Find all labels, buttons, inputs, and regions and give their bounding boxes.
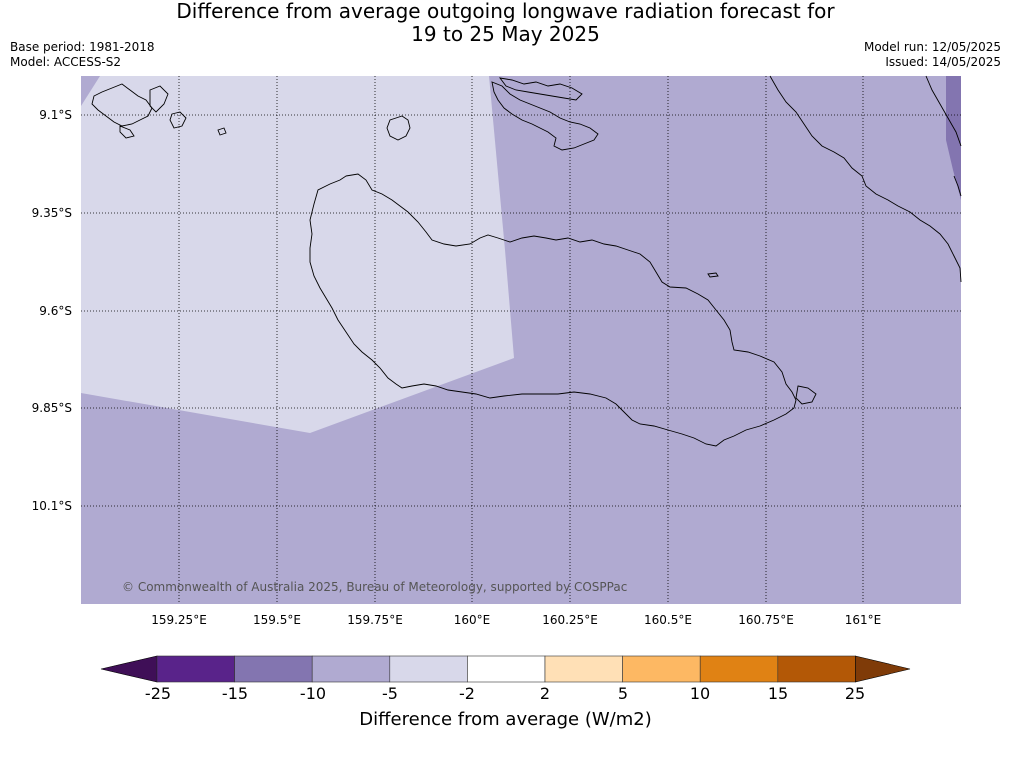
lat-label: 9.35°S xyxy=(31,206,72,220)
lon-label: 159.25°E xyxy=(151,613,207,627)
colorbar-title: Difference from average (W/m2) xyxy=(359,709,652,730)
map-title: Difference from average outgoing longwav… xyxy=(0,0,1011,46)
colorbar-tick-label: 15 xyxy=(767,684,789,703)
coastline-islet-2 xyxy=(217,127,227,136)
colorbar-tick-label: 2 xyxy=(539,684,551,703)
coastline-russell-2 xyxy=(149,85,169,113)
coastline-malaita-south xyxy=(953,175,962,197)
colorbar-swatch xyxy=(699,655,779,683)
anomaly-fill-light xyxy=(81,76,514,433)
coastline-islet-1 xyxy=(119,125,135,139)
colorbar-tick-label: -10 xyxy=(299,684,327,703)
colorbar-tick-label: -5 xyxy=(382,684,398,703)
coastline-savo xyxy=(386,115,411,141)
colorbar-extend-high xyxy=(855,655,911,683)
lon-label: 160.75°E xyxy=(738,613,794,627)
anomaly-fill-dark xyxy=(946,76,961,200)
colorbar-tick-label: 25 xyxy=(844,684,866,703)
lon-label: 160.5°E xyxy=(644,613,692,627)
colorbar xyxy=(100,655,911,683)
lon-label: 161°E xyxy=(844,613,882,627)
gridlines xyxy=(81,76,961,604)
meta-left: Base period: 1981-2018 Model: ACCESS-S2 xyxy=(10,40,155,70)
colorbar-swatch xyxy=(389,655,468,683)
coastline-nggela-north xyxy=(498,77,583,101)
colorbar-swatch xyxy=(311,655,391,683)
lat-label: 9.1°S xyxy=(39,108,72,122)
colorbar-swatch xyxy=(622,655,701,683)
lat-label: 9.6°S xyxy=(39,304,72,318)
coastline-russell xyxy=(91,83,153,127)
coastlines xyxy=(91,75,962,447)
colorbar-swatch xyxy=(234,655,313,683)
colorbar-tick-label: -2 xyxy=(459,684,475,703)
coastline-russell-3 xyxy=(169,111,187,129)
coastline-malaita xyxy=(769,75,962,283)
colorbar-tick-label: -15 xyxy=(221,684,249,703)
title-line-2: 19 to 25 May 2025 xyxy=(411,22,600,46)
coastline-guadalcanal xyxy=(309,173,797,447)
copyright-notice: © Commonwealth of Australia 2025, Bureau… xyxy=(122,580,628,594)
model-run: Model run: 12/05/2025 xyxy=(863,40,1001,54)
lon-label: 159.5°E xyxy=(253,613,301,627)
colorbar-tick-label: -25 xyxy=(144,684,172,703)
colorbar-tick-label: 5 xyxy=(617,684,629,703)
coastline-malaita-east xyxy=(925,75,962,147)
lon-label: 160°E xyxy=(453,613,491,627)
lon-label: 160.25°E xyxy=(542,613,598,627)
colorbar-tick-label: 10 xyxy=(689,684,711,703)
colorbar-swatch xyxy=(467,655,546,683)
coastline-nggela xyxy=(491,81,599,151)
meta-right: Model run: 12/05/2025 Issued: 14/05/2025 xyxy=(864,40,1001,70)
colorbar-swatch xyxy=(777,655,856,683)
coastline-islet-3 xyxy=(707,272,719,278)
lat-label: 9.85°S xyxy=(31,401,72,415)
issued-date: Issued: 14/05/2025 xyxy=(885,55,1001,69)
colorbar-swatch xyxy=(544,655,623,683)
model-name: Model: ACCESS-S2 xyxy=(10,55,122,69)
base-period: Base period: 1981-2018 xyxy=(10,40,155,54)
lat-label: 10.1°S xyxy=(31,499,72,513)
coastline-marau xyxy=(795,385,817,405)
colorbar-swatch xyxy=(156,655,235,683)
lon-label: 159.75°E xyxy=(347,613,403,627)
colorbar-extend-low xyxy=(100,655,158,683)
title-line-1: Difference from average outgoing longwav… xyxy=(176,0,835,23)
